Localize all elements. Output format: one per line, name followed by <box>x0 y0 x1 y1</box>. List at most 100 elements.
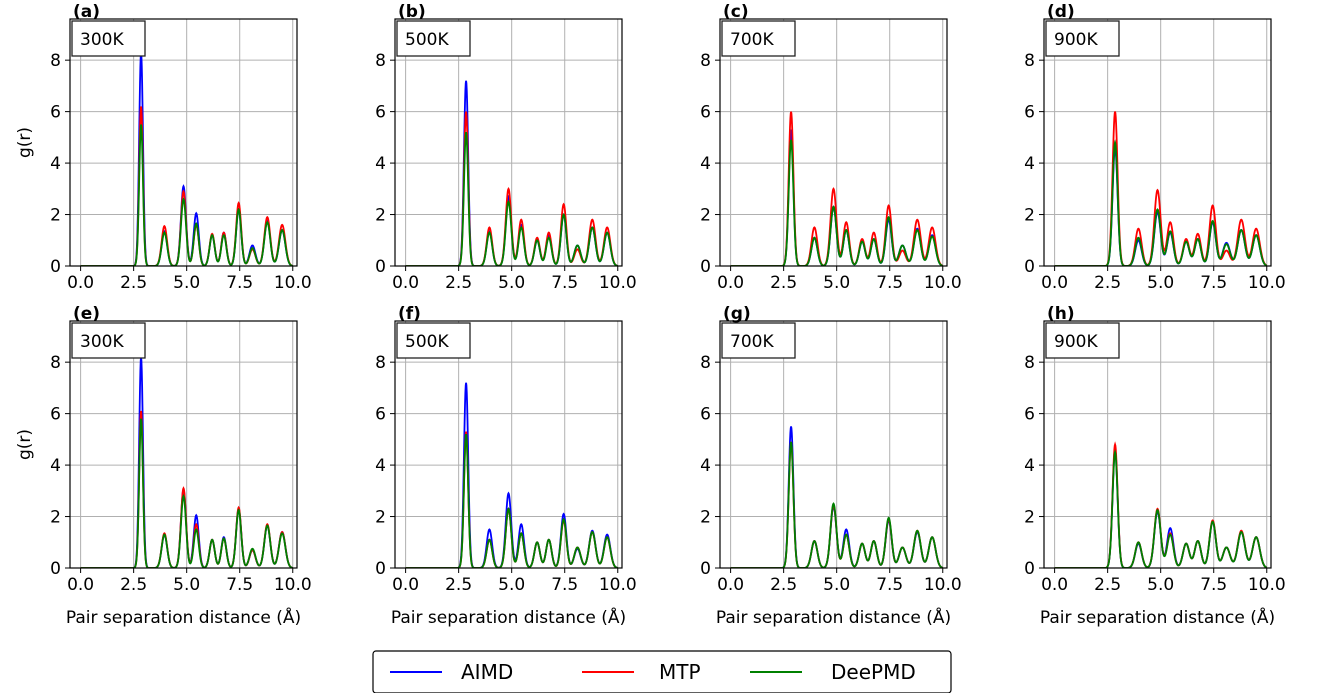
plot-frame <box>1043 320 1272 569</box>
x-tick-label: 5.0 <box>823 575 850 595</box>
plot-frame <box>719 320 948 569</box>
y-tick-label: 4 <box>375 154 386 174</box>
series-line-deepmd <box>80 124 293 266</box>
plot-frame <box>394 18 623 267</box>
temperature-label: 500K <box>405 30 449 50</box>
y-tick-label: 4 <box>1024 154 1035 174</box>
panel-letter: (e) <box>73 304 100 324</box>
x-tick-label: 2.5 <box>1094 575 1121 595</box>
series-line-deepmd <box>730 441 943 568</box>
x-axis-label: Pair separation distance (Å) <box>66 606 301 628</box>
x-axis-label: Pair separation distance (Å) <box>716 606 951 628</box>
legend-box <box>372 650 952 693</box>
y-tick-label: 2 <box>50 508 61 528</box>
legend-label-aimd: AIMD <box>461 660 513 684</box>
y-tick-label: 2 <box>50 206 61 226</box>
y-tick-label: 6 <box>50 405 61 425</box>
x-tick-label: 5.0 <box>498 273 525 293</box>
legend-label-mtp: MTP <box>659 660 701 684</box>
y-tick-label: 4 <box>700 456 711 476</box>
temperature-label: 300K <box>80 30 124 50</box>
series-line-deepmd <box>405 132 618 266</box>
temperature-box <box>71 322 146 359</box>
panel-d: 0.0 2.5 5.0 7.5 10.0 0 2 4 6 8 (d) 900K <box>1024 2 1286 293</box>
x-tick-label: 2.5 <box>1094 273 1121 293</box>
x-axis-label: Pair separation distance (Å) <box>391 606 626 628</box>
x-tick-label: 7.5 <box>876 575 903 595</box>
y-axis-label: g(r) <box>15 127 35 158</box>
plot-frame <box>1043 18 1272 267</box>
plot-frame <box>69 320 298 569</box>
y-tick-label: 4 <box>50 154 61 174</box>
x-tick-label: 10.0 <box>599 575 637 595</box>
y-tick-label: 6 <box>700 405 711 425</box>
x-tick-label: 7.5 <box>1200 273 1227 293</box>
y-tick-label: 0 <box>50 257 61 277</box>
x-tick-label: 5.0 <box>1147 575 1174 595</box>
x-tick-label: 10.0 <box>924 273 962 293</box>
temperature-box <box>71 20 146 57</box>
y-tick-label: 4 <box>1024 456 1035 476</box>
x-tick-label: 0.0 <box>1041 575 1068 595</box>
panel-letter: (g) <box>723 304 751 324</box>
y-axis-label: g(r) <box>15 429 35 460</box>
x-tick-label: 0.0 <box>1041 273 1068 293</box>
y-tick-label: 6 <box>1024 405 1035 425</box>
x-tick-label: 5.0 <box>498 575 525 595</box>
plot-frame <box>394 320 623 569</box>
y-tick-label: 6 <box>375 103 386 123</box>
y-tick-label: 6 <box>375 405 386 425</box>
x-tick-label: 2.5 <box>445 273 472 293</box>
series-line-deepmd <box>1054 139 1268 266</box>
y-tick-label: 0 <box>1024 559 1035 579</box>
panel-g: 0.0 2.5 5.0 7.5 10.0 0 2 4 6 8 (g) 700K Pair separat… <box>700 304 962 628</box>
y-tick-label: 2 <box>375 508 386 528</box>
y-tick-label: 2 <box>700 206 711 226</box>
y-tick-label: 2 <box>1024 508 1035 528</box>
temperature-box <box>721 322 796 359</box>
y-tick-label: 8 <box>700 51 711 71</box>
y-tick-label: 0 <box>700 257 711 277</box>
series-line-mtp <box>1054 111 1268 266</box>
y-tick-label: 6 <box>700 103 711 123</box>
panel-letter: (b) <box>398 2 426 22</box>
panel-letter: (f) <box>398 304 421 324</box>
temperature-label: 300K <box>80 332 124 352</box>
x-tick-label: 10.0 <box>274 273 312 293</box>
series-line-deepmd <box>1054 449 1268 568</box>
x-tick-label: 7.5 <box>551 575 578 595</box>
y-tick-label: 2 <box>700 508 711 528</box>
y-tick-label: 8 <box>700 353 711 373</box>
x-tick-label: 10.0 <box>1248 575 1286 595</box>
temperature-label: 700K <box>730 30 774 50</box>
y-tick-label: 0 <box>375 559 386 579</box>
series-line-deepmd <box>405 434 618 568</box>
plot-frame <box>719 18 948 267</box>
panel-e: 0.0 2.5 5.0 7.5 10.0 0 2 4 6 8 (e) 300K g(r) Pair sep… <box>15 304 312 628</box>
x-tick-label: 2.5 <box>445 575 472 595</box>
x-tick-label: 0.0 <box>392 273 419 293</box>
y-tick-label: 0 <box>375 257 386 277</box>
y-tick-label: 8 <box>375 353 386 373</box>
temperature-label: 700K <box>730 332 774 352</box>
y-tick-label: 6 <box>50 103 61 123</box>
panels-group: 0.0 2.5 5.0 7.5 10.0 0 2 4 6 8 (a) 300K g(r) 0.0 2.5 5.… <box>15 2 1286 628</box>
x-tick-label: 0.0 <box>67 575 94 595</box>
legend-label-deepmd: DeePMD <box>831 660 916 684</box>
temperature-box <box>396 20 471 57</box>
y-tick-label: 4 <box>700 154 711 174</box>
panel-a: 0.0 2.5 5.0 7.5 10.0 0 2 4 6 8 (a) 300K g(r) <box>15 2 312 293</box>
x-tick-label: 7.5 <box>876 273 903 293</box>
y-tick-label: 8 <box>375 51 386 71</box>
x-tick-label: 7.5 <box>226 575 253 595</box>
x-tick-label: 5.0 <box>823 273 850 293</box>
panel-letter: (d) <box>1047 2 1075 22</box>
panel-f: 0.0 2.5 5.0 7.5 10.0 0 2 4 6 8 (f) 500K Pair separat… <box>375 304 637 628</box>
legend: AIMD MTP DeePMD <box>372 650 952 693</box>
y-tick-label: 0 <box>50 559 61 579</box>
temperature-box <box>1045 20 1120 57</box>
y-tick-label: 8 <box>1024 51 1035 71</box>
temperature-box <box>721 20 796 57</box>
x-tick-label: 7.5 <box>551 273 578 293</box>
